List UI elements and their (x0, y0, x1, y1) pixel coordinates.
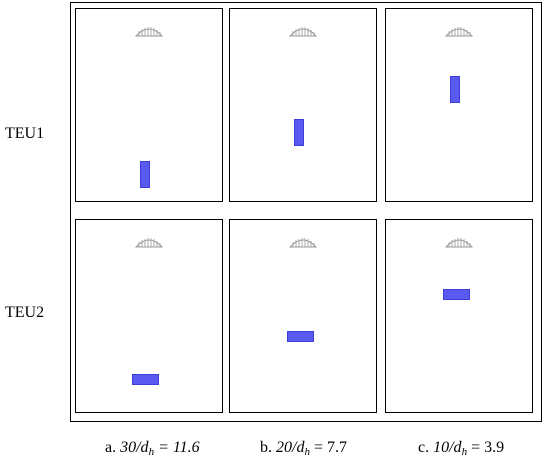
caption-prefix: c. (418, 439, 430, 456)
panel-teu1-col-c (385, 8, 533, 202)
row-label-teu1: TEU1 (5, 125, 45, 142)
caption-col-c: c. 10/dh = 3.9 (418, 438, 504, 458)
panel-teu2-col-c (385, 219, 533, 413)
dome-icon (135, 27, 163, 37)
teu2-container-block (132, 374, 159, 385)
caption-value: = 7.7 (313, 439, 347, 456)
caption-value: = 11.6 (158, 439, 200, 456)
caption-ratio: 30/d (120, 439, 149, 456)
caption-subscript: h (461, 446, 468, 458)
teu2-container-block (443, 289, 470, 300)
caption-prefix: a. (105, 439, 117, 456)
panel-teu2-col-b (229, 219, 377, 413)
caption-ratio: 20/d (276, 439, 305, 456)
caption-prefix: b. (260, 439, 272, 456)
dome-icon (289, 27, 317, 37)
caption-subscript: h (304, 446, 310, 458)
caption-col-b: b. 20/dh = 7.7 (260, 438, 347, 458)
dome-icon (445, 27, 473, 37)
row-label-teu2: TEU2 (5, 304, 45, 321)
panel-teu1-col-a (75, 8, 223, 202)
caption-subscript: h (148, 446, 155, 458)
caption-col-a: a. 30/dh = 11.6 (105, 438, 200, 458)
teu1-container-block (294, 119, 304, 146)
panel-teu1-col-b (229, 8, 377, 202)
dome-icon (445, 238, 473, 248)
teu2-container-block (287, 331, 314, 342)
panel-teu2-col-a (75, 219, 223, 413)
teu1-container-block (140, 161, 150, 188)
caption-ratio: 10/d (433, 439, 462, 456)
teu1-container-block (450, 76, 460, 103)
dome-icon (135, 238, 163, 248)
caption-value: = 3.9 (471, 439, 505, 456)
figure-frame (70, 2, 542, 422)
dome-icon (289, 238, 317, 248)
